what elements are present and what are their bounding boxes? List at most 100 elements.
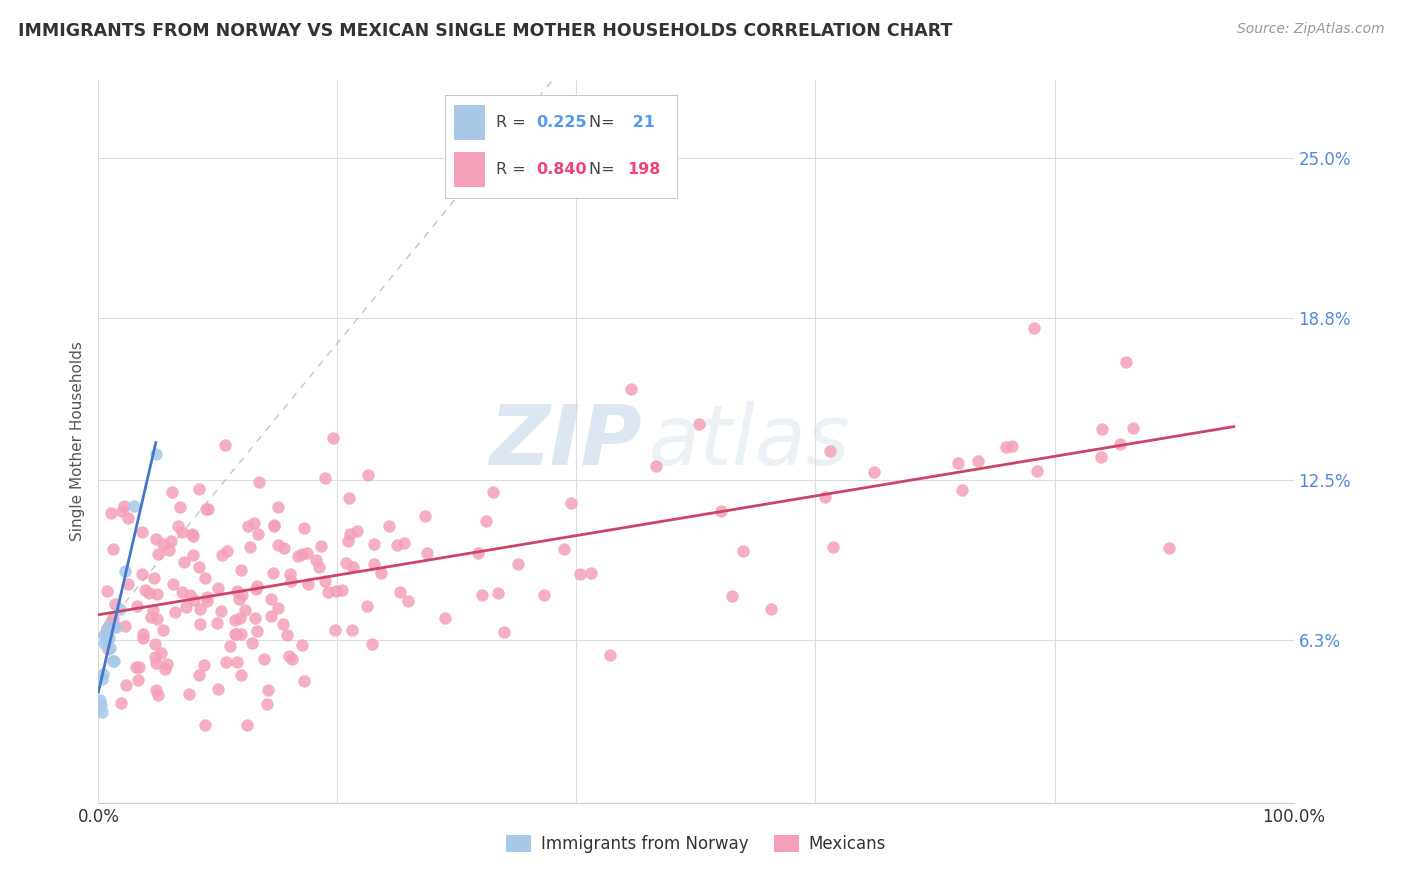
Point	[101, 541, 124, 556]
Point	[246, 526, 269, 541]
Point	[236, 519, 259, 533]
Point	[579, 566, 602, 580]
Point	[157, 543, 180, 558]
Point	[183, 592, 205, 607]
Point	[267, 500, 290, 515]
Point	[114, 678, 136, 692]
Point	[370, 566, 392, 580]
Point	[114, 564, 136, 578]
Y-axis label: Single Mother Households: Single Mother Households	[69, 342, 84, 541]
Point	[385, 538, 408, 552]
Point	[1108, 437, 1130, 451]
Point	[360, 637, 382, 651]
Point	[104, 597, 127, 611]
Point	[127, 673, 149, 688]
Point	[337, 491, 360, 505]
Point	[295, 546, 318, 560]
Point	[169, 500, 191, 515]
Point	[1115, 355, 1137, 369]
Point	[759, 602, 782, 616]
Point	[260, 609, 283, 624]
Point	[214, 656, 236, 670]
Point	[145, 682, 167, 697]
Point	[188, 668, 211, 682]
Point	[316, 585, 339, 599]
Point	[101, 654, 124, 668]
Point	[363, 537, 385, 551]
Point	[1122, 421, 1144, 435]
Point	[252, 652, 274, 666]
Point	[91, 666, 114, 681]
Point	[346, 524, 368, 538]
Point	[323, 623, 346, 637]
Point	[236, 718, 259, 732]
Point	[599, 648, 621, 662]
Point	[721, 589, 744, 603]
Point	[131, 566, 153, 581]
Point	[474, 514, 496, 528]
Point	[231, 588, 253, 602]
Point	[292, 674, 315, 689]
Point	[330, 582, 353, 597]
Point	[152, 537, 174, 551]
Legend: Immigrants from Norway, Mexicans: Immigrants from Norway, Mexicans	[499, 828, 893, 860]
Point	[173, 555, 195, 569]
Point	[356, 599, 378, 614]
Point	[569, 567, 592, 582]
Point	[167, 519, 190, 533]
Point	[114, 619, 136, 633]
Point	[260, 591, 283, 606]
Point	[138, 585, 160, 599]
Point	[226, 656, 249, 670]
Point	[183, 548, 205, 562]
Point	[195, 591, 218, 605]
Text: atlas: atlas	[648, 401, 849, 482]
Point	[146, 688, 169, 702]
Point	[995, 440, 1018, 454]
Point	[433, 611, 456, 625]
Text: Source: ZipAtlas.com: Source: ZipAtlas.com	[1237, 22, 1385, 37]
Point	[948, 456, 970, 470]
Point	[950, 483, 973, 497]
Point	[287, 549, 309, 563]
Point	[357, 468, 380, 483]
Point	[193, 658, 215, 673]
Point	[249, 475, 271, 489]
Point	[1025, 464, 1047, 478]
Point	[97, 625, 120, 640]
Point	[134, 583, 156, 598]
Point	[96, 633, 118, 648]
Point	[108, 602, 131, 616]
Point	[152, 623, 174, 637]
Point	[190, 616, 212, 631]
Point	[644, 458, 666, 473]
Point	[94, 628, 117, 642]
Point	[396, 594, 419, 608]
Point	[98, 615, 121, 630]
Point	[533, 589, 555, 603]
Point	[111, 504, 134, 518]
Point	[105, 620, 128, 634]
Point	[218, 640, 240, 654]
Point	[389, 585, 412, 599]
Point	[494, 625, 516, 640]
Point	[322, 431, 344, 445]
Point	[155, 662, 177, 676]
Point	[226, 584, 249, 599]
Point	[205, 616, 228, 631]
Point	[467, 546, 489, 560]
Point	[688, 417, 710, 432]
Point	[257, 682, 280, 697]
Point	[508, 558, 530, 572]
Point	[117, 576, 139, 591]
Point	[197, 501, 219, 516]
Point	[263, 518, 285, 533]
Point	[281, 652, 304, 666]
Point	[143, 571, 166, 585]
Point	[231, 627, 253, 641]
Point	[100, 506, 122, 520]
Point	[177, 687, 200, 701]
Point	[91, 706, 114, 720]
Point	[174, 600, 197, 615]
Point	[193, 572, 215, 586]
